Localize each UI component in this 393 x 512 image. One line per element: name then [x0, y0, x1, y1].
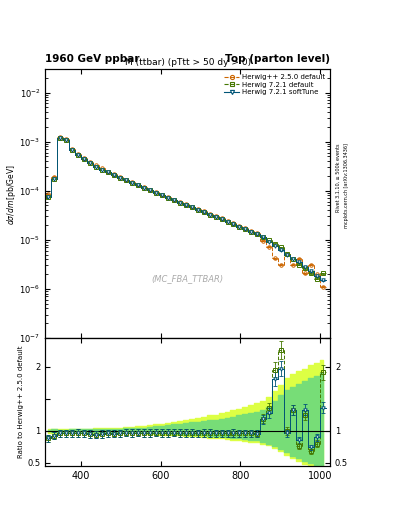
Legend: Herwig++ 2.5.0 default, Herwig 7.2.1 default, Herwig 7.2.1 softTune: Herwig++ 2.5.0 default, Herwig 7.2.1 def… [223, 73, 327, 97]
Title: M (ttbar) (pTtt > 50 dy > 0): M (ttbar) (pTtt > 50 dy > 0) [125, 58, 251, 67]
Text: $d\sigma/dm\,[\mathrm{pb/GeV}]$: $d\sigma/dm\,[\mathrm{pb/GeV}]$ [5, 164, 18, 225]
Y-axis label: Ratio to Herwig++ 2.5.0 default: Ratio to Herwig++ 2.5.0 default [18, 346, 24, 458]
Text: Rivet 3.1.10, ≥ 500k events: Rivet 3.1.10, ≥ 500k events [336, 143, 341, 212]
Text: Top (parton level): Top (parton level) [225, 54, 330, 64]
Text: mcplots.cern.ch [arXiv:1306.3436]: mcplots.cern.ch [arXiv:1306.3436] [344, 143, 349, 228]
Text: (MC_FBA_TTBAR): (MC_FBA_TTBAR) [152, 274, 224, 283]
Text: 1960 GeV ppbar: 1960 GeV ppbar [45, 54, 140, 64]
